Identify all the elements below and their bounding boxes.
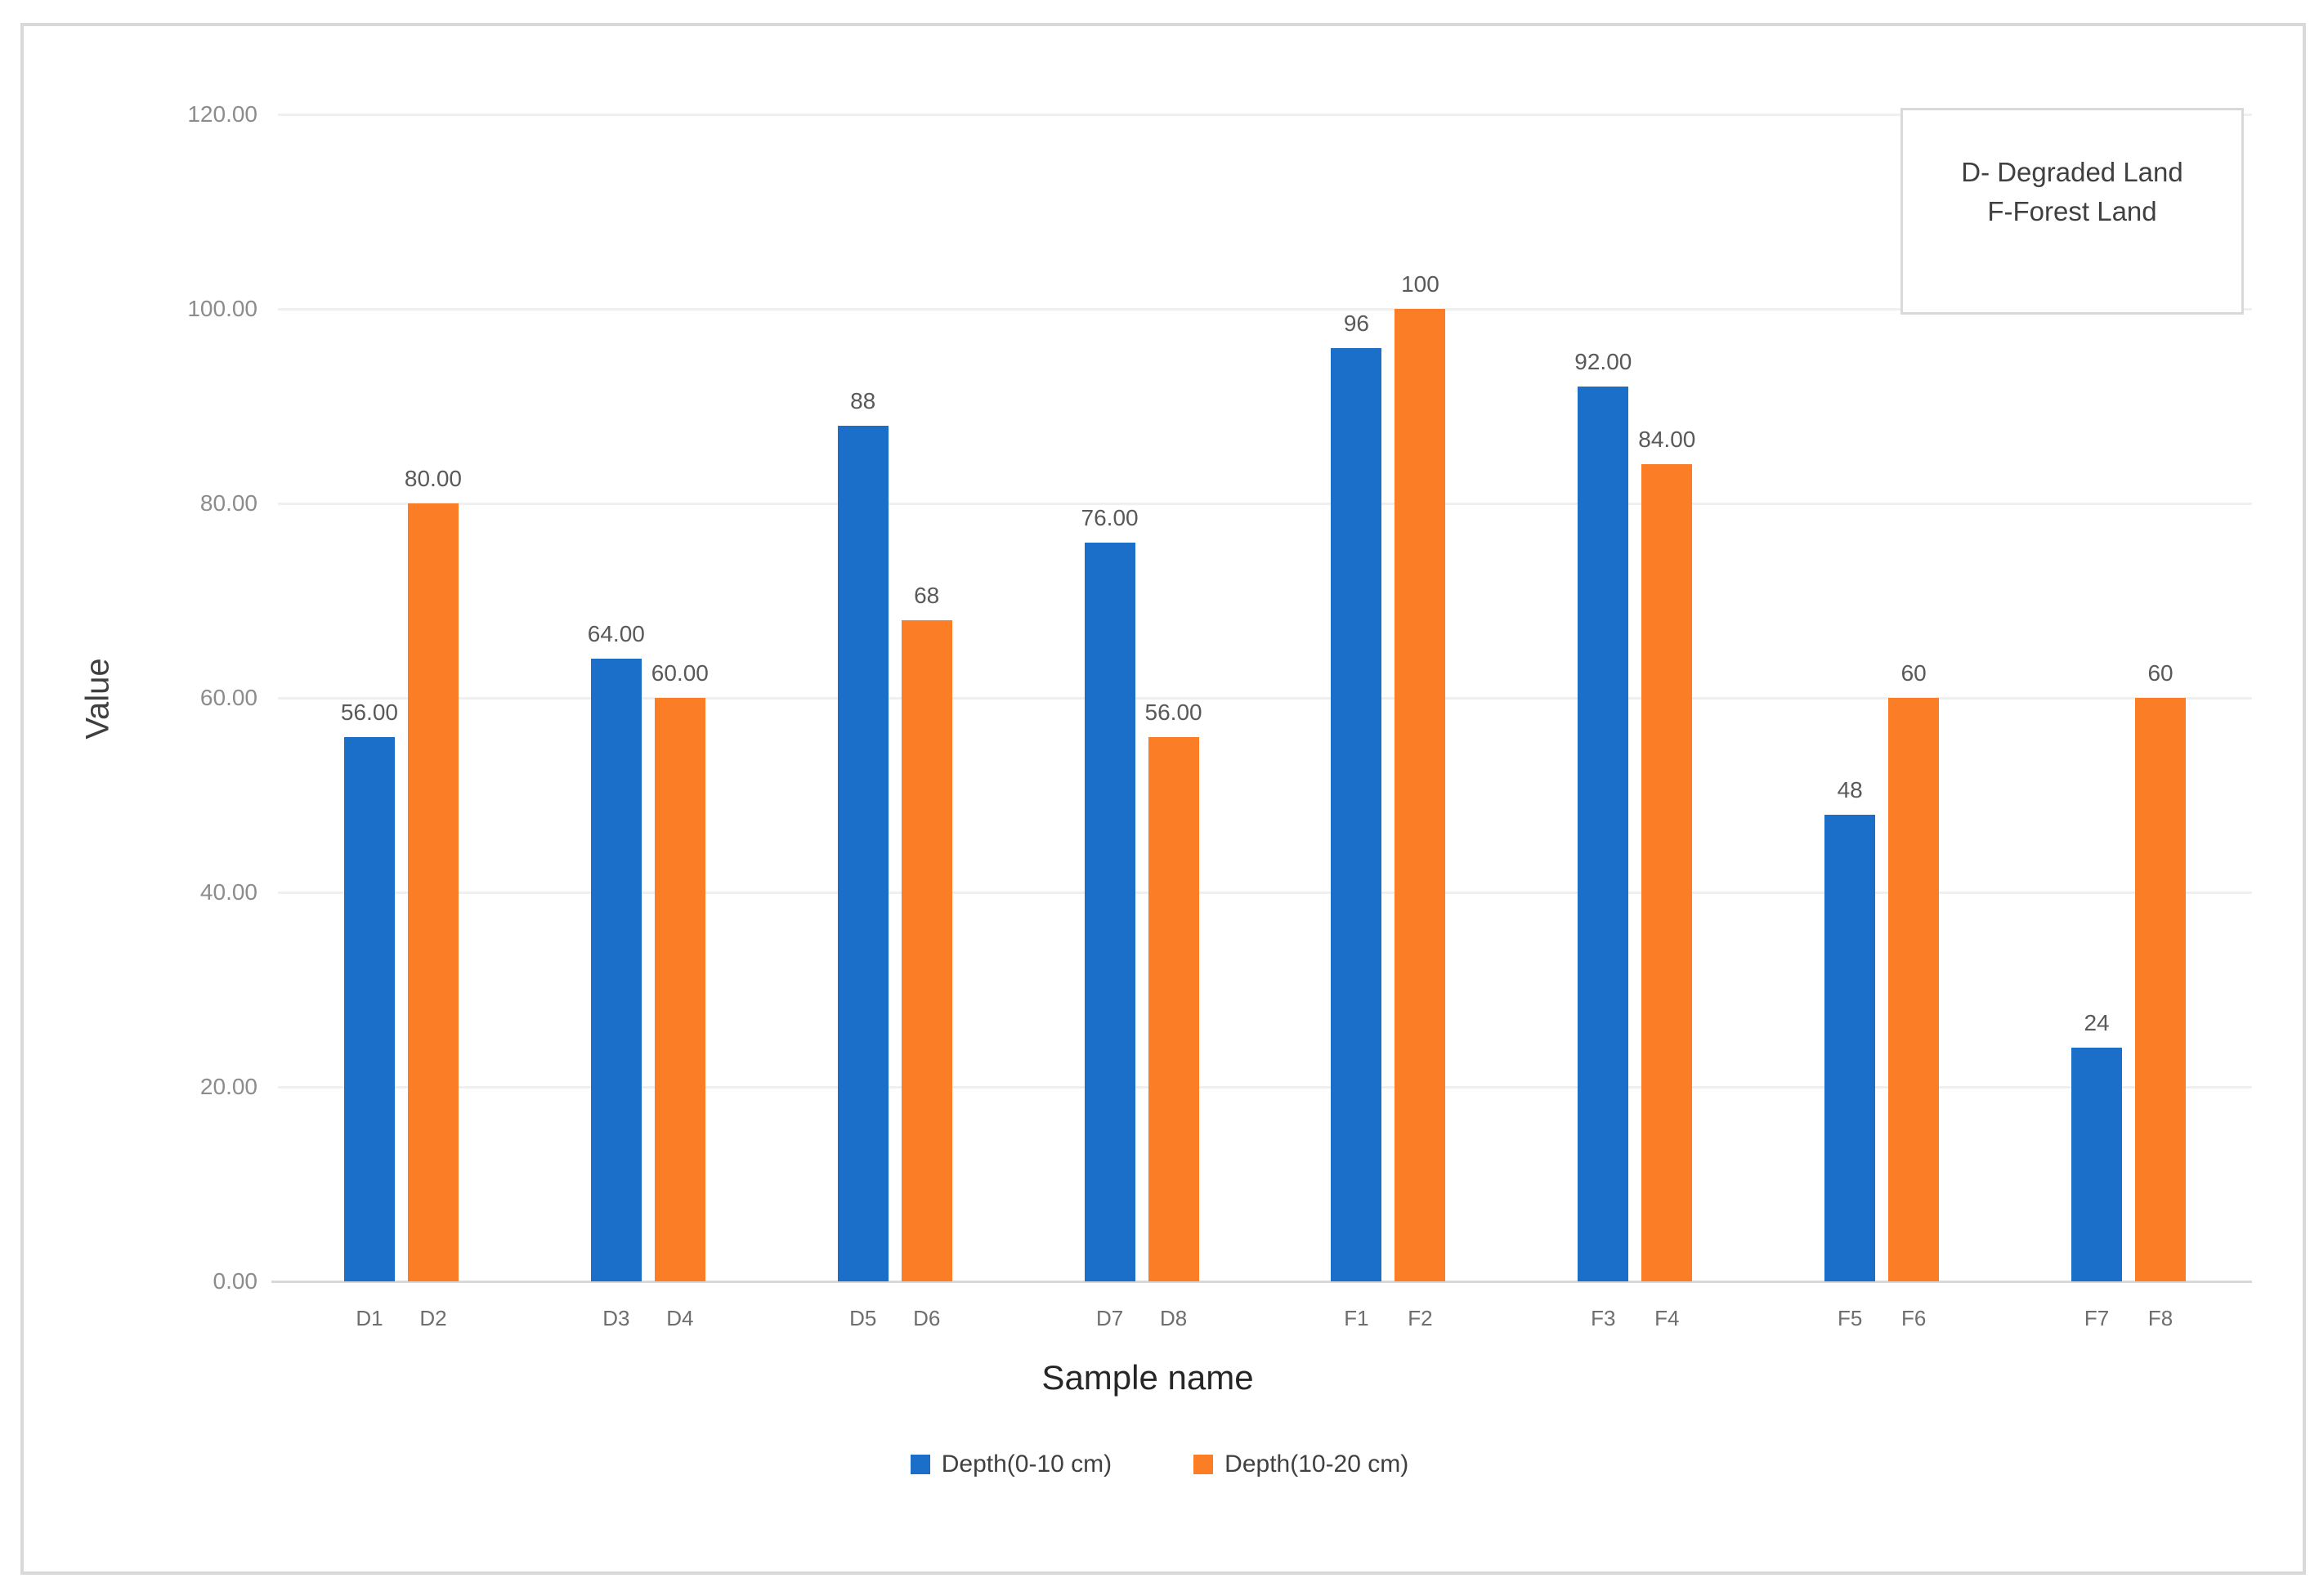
- legend-item-depth-10-20: Depth(10-20 cm): [1193, 1451, 1408, 1478]
- bar-F5: [1824, 814, 1876, 1281]
- gridline-80.00: [278, 503, 2252, 505]
- figure-border: [20, 23, 2306, 1575]
- bar-D5: [837, 425, 889, 1281]
- x-tick-label-F4: F4: [1654, 1306, 1680, 1330]
- x-tick-label-F1: F1: [1344, 1306, 1369, 1330]
- gridline-100.00: [278, 308, 2252, 311]
- bar-D8: [1148, 736, 1199, 1281]
- bar-D6: [901, 619, 952, 1281]
- bar-F6: [1888, 698, 1940, 1281]
- bar-D7: [1084, 542, 1135, 1281]
- x-axis-title: Sample name: [1041, 1358, 1254, 1397]
- bar-value-label-D2: 80.00: [404, 466, 462, 491]
- y-tick-label-100.00: 100.00: [187, 296, 257, 321]
- y-tick-label-20.00: 20.00: [199, 1074, 257, 1099]
- bar-D1: [343, 736, 395, 1281]
- x-tick-label-D5: D5: [849, 1306, 877, 1330]
- x-tick-label-F6: F6: [1901, 1306, 1927, 1330]
- bar-value-label-F8: 60: [2147, 660, 2174, 686]
- legend: Depth(0-10 cm) Depth(10-20 cm): [0, 1440, 2319, 1489]
- bar-value-label-F1: 96: [1343, 310, 1370, 336]
- y-tick-label-120.00: 120.00: [187, 101, 257, 127]
- x-tick-label-D8: D8: [1159, 1306, 1188, 1330]
- gridline-20.00: [278, 1086, 2252, 1089]
- x-tick-label-D4: D4: [666, 1306, 694, 1330]
- x-axis-line: [271, 1281, 2252, 1283]
- x-tick-label-D3: D3: [602, 1306, 630, 1330]
- legend-swatch-blue-icon: [910, 1455, 930, 1474]
- annotation-box: D- Degraded Land F-Forest Land: [1900, 108, 2244, 315]
- gridline-120.00: [278, 114, 2252, 116]
- bar-value-label-D5: 88: [850, 387, 876, 414]
- x-tick-label-F3: F3: [1591, 1306, 1616, 1330]
- x-tick-label-D6: D6: [913, 1306, 941, 1330]
- bar-value-label-D6: 68: [914, 582, 940, 608]
- bar-value-label-D7: 76.00: [1081, 504, 1139, 530]
- bar-F8: [2135, 698, 2187, 1281]
- x-tick-label-F8: F8: [2147, 1306, 2174, 1330]
- legend-item-depth-0-10: Depth(0-10 cm): [910, 1451, 1112, 1478]
- bar-value-label-F6: 60: [1900, 660, 1927, 686]
- y-tick-label-0.00: 0.00: [213, 1268, 258, 1294]
- x-tick-label-D2: D2: [419, 1306, 447, 1330]
- bar-value-label-D8: 56.00: [1144, 699, 1202, 725]
- y-axis-title: Value: [79, 658, 116, 740]
- bar-D4: [654, 698, 705, 1281]
- bar-F4: [1641, 464, 1693, 1281]
- bar-value-label-D3: 64.00: [587, 621, 645, 647]
- y-tick-label-80.00: 80.00: [199, 490, 257, 516]
- bar-F7: [2071, 1048, 2123, 1281]
- bar-value-label-F4: 84.00: [1638, 427, 1696, 453]
- bar-D3: [590, 659, 642, 1281]
- x-tick-label-D1: D1: [356, 1306, 383, 1330]
- bar-value-label-F5: 48: [1837, 776, 1863, 802]
- x-tick-label-D7: D7: [1095, 1306, 1124, 1330]
- bar-value-label-D1: 56.00: [340, 699, 398, 725]
- y-tick-label-40.00: 40.00: [199, 879, 257, 905]
- y-tick-label-60.00: 60.00: [199, 685, 257, 710]
- x-tick-label-F7: F7: [2084, 1306, 2110, 1330]
- legend-label-depth-10-20: Depth(10-20 cm): [1224, 1451, 1409, 1478]
- gridline-40.00: [278, 892, 2252, 894]
- bar-F1: [1331, 347, 1382, 1281]
- x-tick-label-F2: F2: [1408, 1306, 1433, 1330]
- legend-swatch-orange-icon: [1193, 1455, 1214, 1474]
- bar-value-label-D4: 60.00: [651, 660, 709, 686]
- bar-value-label-F3: 92.00: [1574, 349, 1632, 375]
- bar-value-label-F7: 24: [2084, 1010, 2110, 1036]
- x-tick-label-F5: F5: [1838, 1306, 1863, 1330]
- bar-F2: [1395, 309, 1446, 1281]
- bar-F3: [1578, 387, 1629, 1281]
- gridline-60.00: [278, 697, 2252, 700]
- annotation-line-2: F-Forest Land: [1987, 196, 2157, 226]
- bar-value-label-F2: 100: [1401, 271, 1439, 297]
- annotation-line-1: D- Degraded Land: [1961, 157, 2183, 187]
- legend-label-depth-0-10: Depth(0-10 cm): [941, 1451, 1112, 1478]
- bar-D2: [407, 503, 459, 1281]
